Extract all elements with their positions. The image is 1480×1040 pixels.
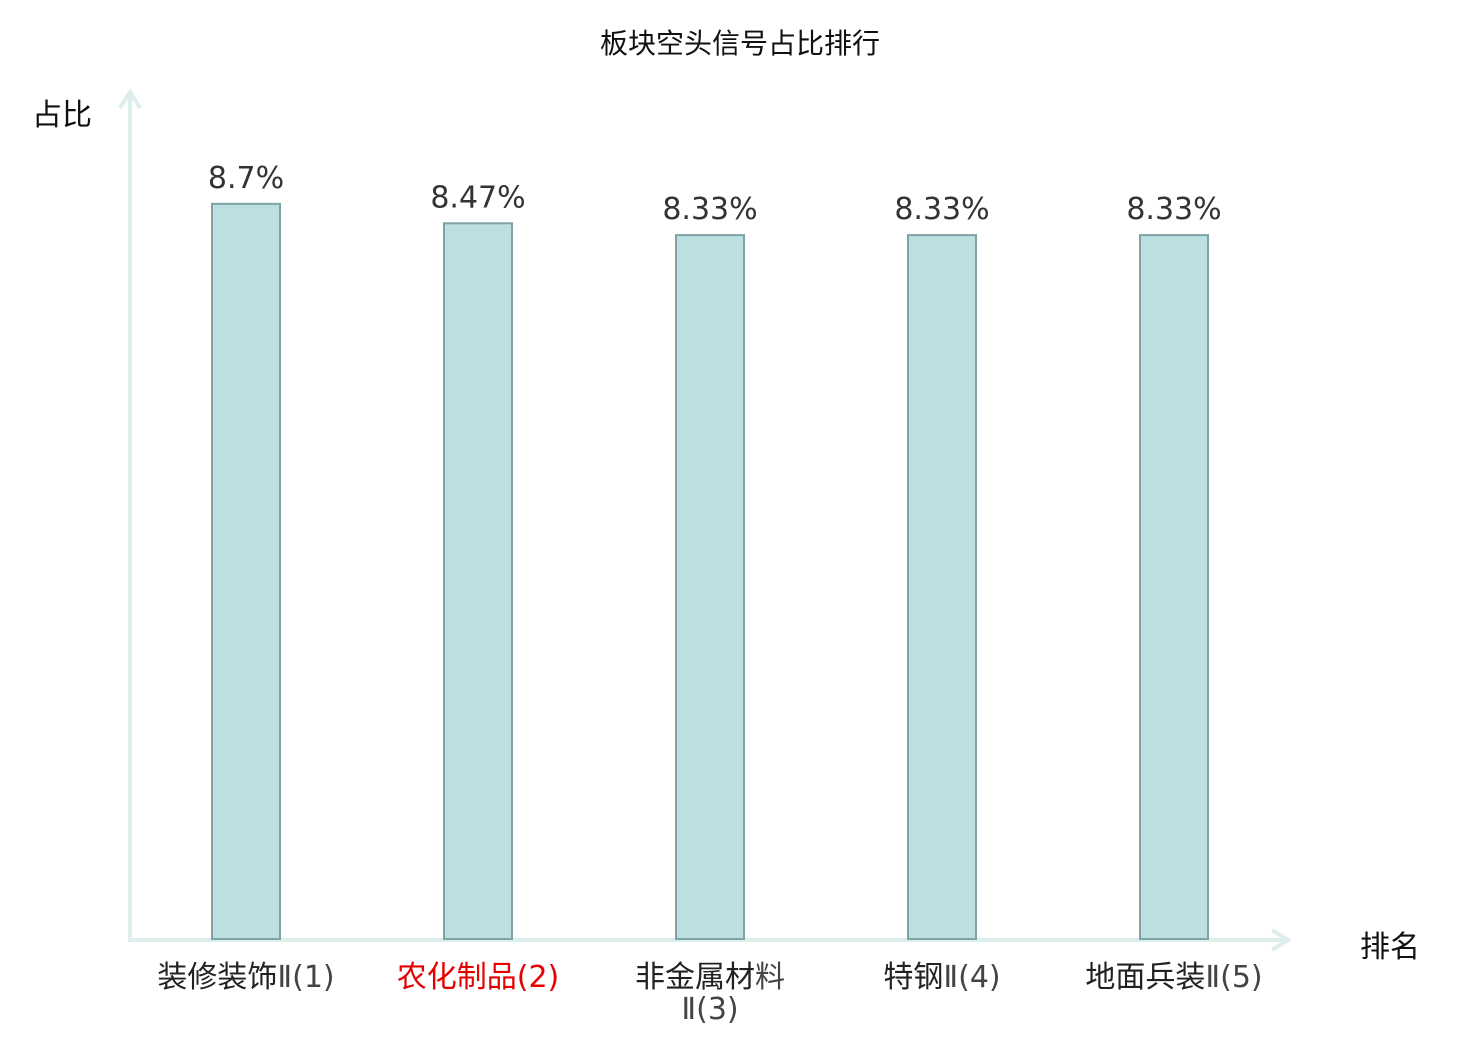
value-label-5: 8.33% xyxy=(1126,192,1221,227)
bar-3 xyxy=(675,234,745,941)
category-name: 特钢 xyxy=(883,960,944,995)
category-rank: Ⅱ(1) xyxy=(277,960,335,995)
value-label-2: 8.47% xyxy=(430,180,525,215)
y-axis-label: 占比 xyxy=(32,98,92,133)
bars-group xyxy=(211,202,1209,941)
category-label-2: 农化制品(2) xyxy=(378,962,578,994)
y-axis-arrow xyxy=(118,88,142,110)
bar-1 xyxy=(211,202,281,941)
bar-4 xyxy=(907,234,977,941)
category-name: 装修装饰 xyxy=(157,960,278,995)
category-rank: Ⅱ(4) xyxy=(943,960,1001,995)
value-label-3: 8.33% xyxy=(662,192,757,227)
category-name: 非金属材 xyxy=(635,960,755,995)
category-name: 农化制品 xyxy=(396,960,517,995)
chart-title: 板块空头信号占比排行 xyxy=(599,27,880,60)
category-rank: 料Ⅱ(3) xyxy=(681,960,785,1027)
value-label-1: 8.7% xyxy=(208,161,284,196)
bar-5 xyxy=(1139,234,1209,941)
category-label-5: 地面兵装Ⅱ(5) xyxy=(1074,962,1274,994)
value-labels-group: 8.7% 8.47% 8.33% 8.33% 8.33% xyxy=(208,161,1222,227)
category-label-4: 特钢Ⅱ(4) xyxy=(842,962,1042,994)
category-label-1: 装修装饰Ⅱ(1) xyxy=(146,962,346,994)
x-axis-arrow xyxy=(1270,928,1292,952)
bar-2 xyxy=(443,222,513,941)
category-rank: (2) xyxy=(516,960,560,995)
category-name: 地面兵装 xyxy=(1085,960,1206,995)
value-label-4: 8.33% xyxy=(894,192,989,227)
category-rank: Ⅱ(5) xyxy=(1205,960,1263,995)
x-axis-label: 排名 xyxy=(1360,930,1420,965)
category-label-3: 非金属材料Ⅱ(3) xyxy=(610,962,810,1026)
